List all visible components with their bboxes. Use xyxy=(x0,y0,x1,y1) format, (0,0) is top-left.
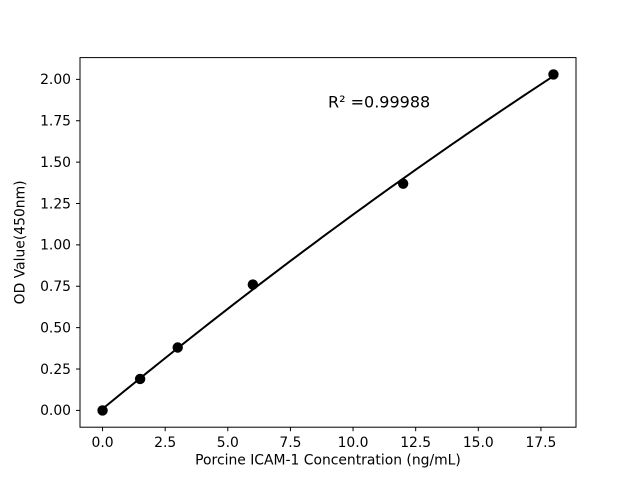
y-tick-label: 1.25 xyxy=(40,196,71,212)
plot-spines xyxy=(79,57,577,428)
y-axis-label: OD Value(450nm) xyxy=(13,180,29,304)
y-tick-label: 0.50 xyxy=(40,320,71,336)
r-squared-annotation: R² =0.99988 xyxy=(328,93,430,112)
y-tick-label: 0.75 xyxy=(40,279,71,295)
data-point xyxy=(97,405,108,416)
x-tick-label: 15.0 xyxy=(463,435,494,451)
y-tick-label: 0.25 xyxy=(40,362,71,378)
x-tick-label: 7.5 xyxy=(279,435,301,451)
data-point xyxy=(397,178,409,189)
plot-area: 0.0 2.5 5.0 7.5 10.0 12.5 15.0 17.5 0.00 0.25 0.50… xyxy=(40,57,577,451)
fit-line xyxy=(101,75,555,410)
x-axis-label: Porcine ICAM-1 Concentration (ng/mL) xyxy=(195,453,461,469)
x-tick-label: 0.0 xyxy=(91,435,113,451)
y-tick-label: 2.00 xyxy=(40,72,71,88)
x-tick-label: 10.0 xyxy=(338,435,369,451)
data-point xyxy=(247,279,259,290)
data-point xyxy=(548,69,559,80)
data-point xyxy=(134,373,146,385)
y-tick-label: 1.75 xyxy=(40,114,71,130)
x-tick-label: 2.5 xyxy=(154,435,176,451)
y-tick-label: 1.50 xyxy=(40,155,71,171)
y-tick-label: 1.00 xyxy=(40,238,71,254)
y-tick-label: 0.00 xyxy=(40,403,71,419)
x-tick-label: 5.0 xyxy=(217,435,239,451)
x-tick-label: 17.5 xyxy=(525,435,556,451)
data-point xyxy=(172,342,183,353)
x-tick-label: 12.5 xyxy=(400,435,431,451)
